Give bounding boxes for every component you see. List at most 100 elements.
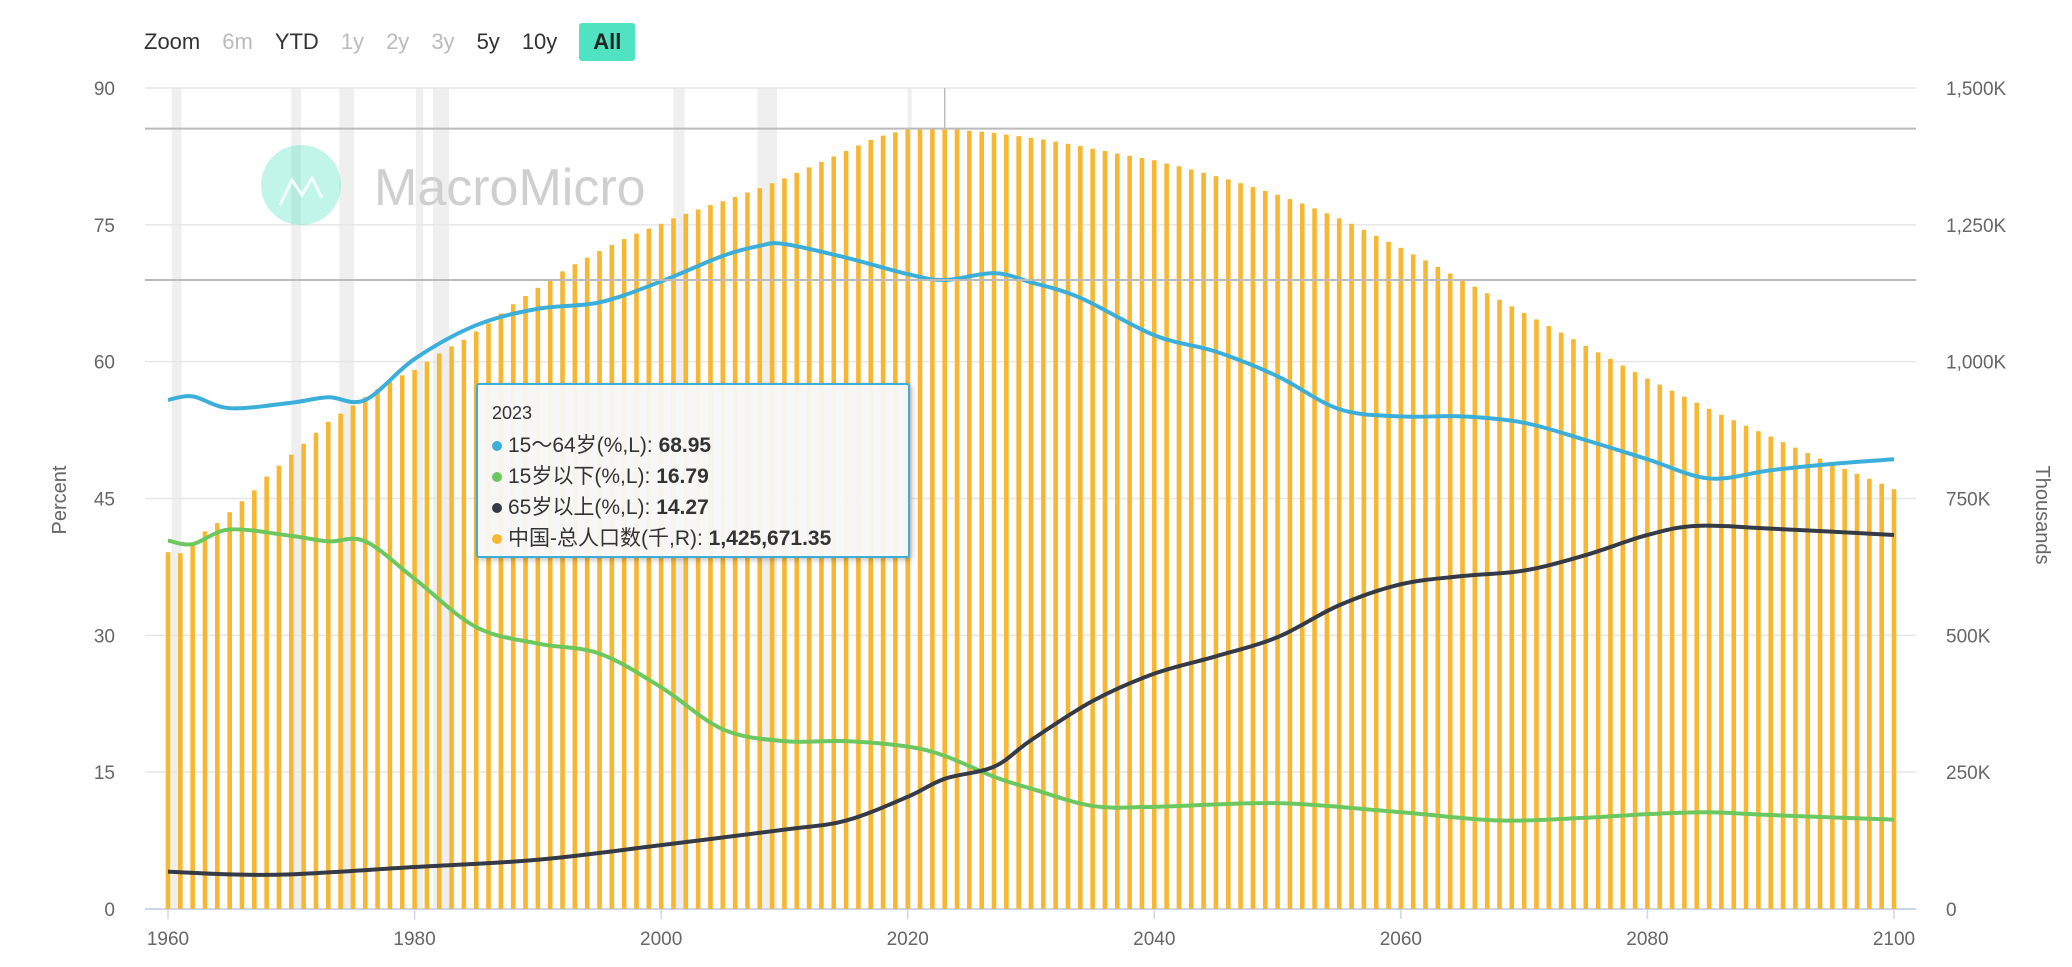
population-bar bbox=[399, 375, 405, 910]
series-marker-icon bbox=[492, 534, 502, 545]
zoom-5y-button[interactable]: 5y bbox=[476, 29, 500, 54]
population-bar bbox=[1349, 223, 1354, 910]
population-bar bbox=[547, 279, 553, 910]
left-tick-label: 30 bbox=[94, 626, 115, 647]
population-bar bbox=[1669, 390, 1675, 910]
watermark-logo-line-icon bbox=[278, 174, 324, 206]
population-bar bbox=[1164, 163, 1169, 910]
population-bar bbox=[671, 218, 676, 910]
population-bar bbox=[264, 476, 269, 909]
population-bar bbox=[1275, 194, 1280, 910]
left-tick-label: 60 bbox=[94, 353, 115, 374]
right-tick-label: 750K bbox=[1946, 490, 1991, 511]
population-bar bbox=[1250, 187, 1256, 910]
population-bar bbox=[1706, 408, 1712, 909]
population-bar bbox=[979, 131, 984, 909]
x-tick-label: 2020 bbox=[887, 929, 929, 950]
population-bar bbox=[1595, 352, 1601, 909]
population-bar bbox=[1201, 172, 1206, 909]
population-bar bbox=[252, 490, 257, 909]
population-bar bbox=[1558, 332, 1564, 910]
right-tick-label: 0 bbox=[1946, 900, 1957, 921]
population-bar bbox=[1793, 447, 1798, 909]
tooltip-year: 2023 bbox=[492, 403, 533, 423]
population-bar bbox=[1620, 365, 1626, 909]
population-bar bbox=[597, 251, 602, 909]
population-bar bbox=[1090, 148, 1095, 909]
population-bar bbox=[449, 346, 454, 910]
population-bar bbox=[1151, 160, 1157, 910]
population-bar bbox=[1460, 280, 1465, 909]
population-bar bbox=[1756, 431, 1761, 909]
population-bar bbox=[1571, 339, 1576, 909]
population-bar bbox=[1102, 150, 1108, 909]
population-bar bbox=[1608, 358, 1613, 909]
population-bar bbox=[1041, 139, 1046, 909]
zoom-1y-button[interactable]: 1y bbox=[340, 29, 365, 54]
population-bar bbox=[683, 213, 689, 910]
population-bar bbox=[1373, 235, 1379, 909]
population-bar bbox=[1521, 312, 1527, 910]
zoom-10y-button[interactable]: 10y bbox=[521, 29, 558, 54]
population-bar bbox=[1472, 286, 1478, 909]
population-bar bbox=[1817, 458, 1823, 909]
population-bar bbox=[1287, 199, 1293, 910]
population-bar bbox=[486, 323, 491, 909]
population-bar bbox=[1719, 414, 1724, 909]
population-bar bbox=[1262, 190, 1268, 909]
population-bar bbox=[510, 304, 516, 909]
left-tick-label: 45 bbox=[94, 490, 115, 511]
tooltip-value: 14.27 bbox=[656, 496, 709, 519]
x-tick-label: 2000 bbox=[640, 929, 682, 950]
zoom-all-button[interactable]: All bbox=[579, 23, 636, 61]
population-bar bbox=[572, 264, 578, 909]
population-bar bbox=[227, 512, 232, 909]
population-bar bbox=[412, 369, 417, 909]
zoom-2y-button[interactable]: 2y bbox=[386, 29, 410, 54]
population-bar bbox=[1238, 183, 1243, 910]
population-bar bbox=[1731, 420, 1737, 909]
population-bar bbox=[1423, 260, 1428, 909]
population-bar bbox=[523, 295, 528, 909]
population-bar bbox=[1583, 345, 1589, 909]
population-bar bbox=[1546, 326, 1552, 910]
left-tick-label: 90 bbox=[94, 79, 115, 100]
population-bar bbox=[424, 361, 430, 910]
population-bar bbox=[1780, 442, 1786, 909]
series-line bbox=[167, 523, 1895, 877]
population-bar bbox=[942, 128, 947, 909]
x-tick-label: 2080 bbox=[1626, 929, 1668, 950]
population-bar bbox=[1028, 137, 1034, 910]
axes: 0 15 30 45 60 75 90 0 250K 500K 750K 1,000K 1,250K 1,… bbox=[94, 79, 2007, 950]
series-line bbox=[167, 527, 1895, 823]
population-bar bbox=[1324, 213, 1330, 909]
zoom-ytd-button[interactable]: YTD bbox=[274, 29, 319, 54]
population-bar bbox=[325, 421, 331, 909]
x-tick-label: 2040 bbox=[1133, 929, 1175, 950]
series-marker-icon bbox=[492, 472, 502, 483]
tooltip-value: 68.95 bbox=[658, 434, 712, 457]
population-bar bbox=[1398, 247, 1404, 909]
tooltip-value: 16.79 bbox=[656, 465, 709, 488]
population-bar bbox=[1213, 176, 1219, 909]
population-bar bbox=[1867, 478, 1872, 909]
tooltip-label: 65岁以上(%,L): bbox=[508, 496, 657, 519]
right-tick-label: 1,250K bbox=[1946, 216, 2007, 237]
series-marker-icon bbox=[492, 503, 502, 514]
tooltip-value: 1,425,671.35 bbox=[708, 527, 832, 550]
macromicro-watermark: MacroMicro bbox=[261, 145, 646, 225]
population-bar bbox=[917, 128, 923, 909]
population-bar bbox=[1115, 153, 1120, 909]
tooltip-label: 15～64岁(%,L): bbox=[508, 434, 659, 457]
population-bar bbox=[658, 223, 664, 910]
tooltip-label: 中国-总人口数(千,R): bbox=[508, 527, 709, 550]
tooltip-row-15-64: 15～64岁(%,L): 68.95 bbox=[492, 430, 894, 461]
population-bar bbox=[1435, 266, 1441, 909]
population-bar bbox=[190, 545, 195, 909]
zoom-6m-button[interactable]: 6m bbox=[222, 29, 253, 54]
zoom-3y-button[interactable]: 3y bbox=[431, 29, 455, 54]
tooltip-row-65-plus: 65岁以上(%,L): 14.27 bbox=[492, 492, 894, 523]
population-bar bbox=[535, 287, 541, 909]
population-bar bbox=[1497, 299, 1502, 909]
